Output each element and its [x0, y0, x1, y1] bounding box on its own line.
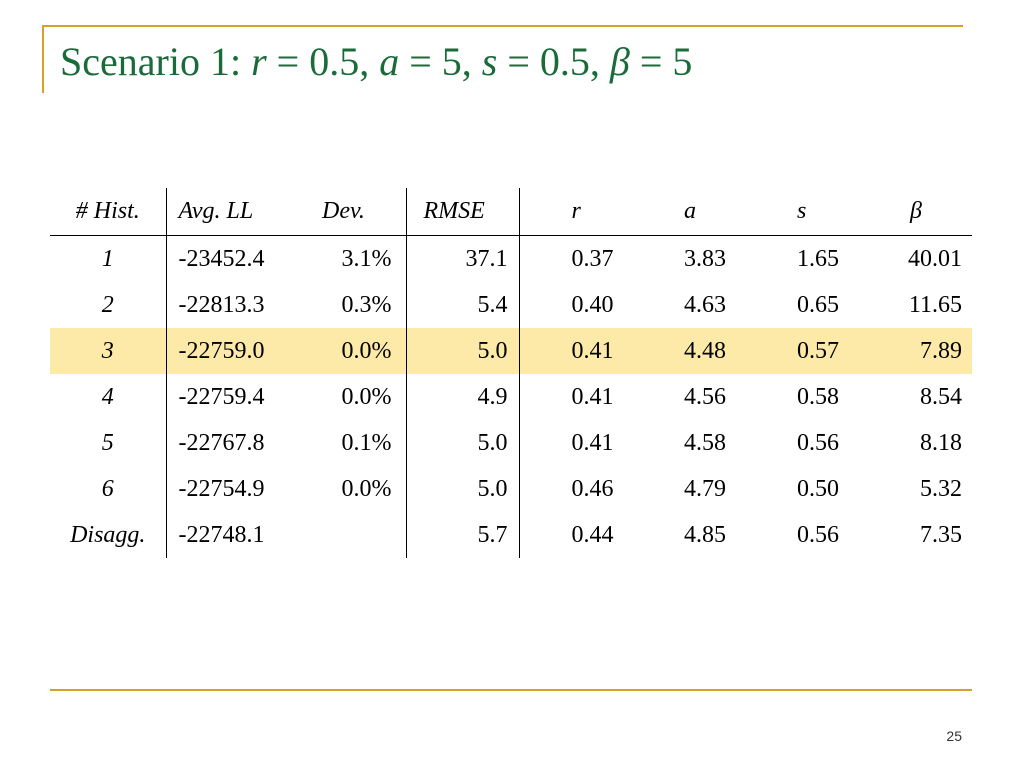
column-header: β — [910, 198, 922, 224]
table-cell: 40.01 — [908, 245, 962, 272]
column-header: Avg. LL — [178, 198, 254, 224]
table-cell: 4.58 — [684, 429, 726, 456]
table-cell: 0.41 — [571, 429, 614, 456]
column-header: # Hist. — [50, 188, 167, 236]
table-cell: 5.0 — [406, 328, 520, 374]
table-cell: 0.37 — [571, 245, 614, 272]
table-cell: 4.9 — [406, 374, 520, 420]
table-cell: 8.18 — [920, 429, 962, 456]
table-cell: 5.7 — [406, 512, 520, 558]
empty-cell — [298, 512, 407, 558]
table-cell: 7.35 — [920, 521, 962, 548]
table-cell: 3.83 — [684, 245, 726, 272]
table-cell: 0.44 — [571, 521, 614, 548]
title-part: = 5 — [629, 39, 693, 84]
table-cell: 7.89 — [858, 328, 972, 374]
table-cell: -22748.1 — [178, 521, 265, 548]
column-header: r — [571, 198, 581, 224]
table-cell: 5.4 — [406, 282, 520, 328]
table-cell: 0.41 — [571, 383, 614, 410]
title-part: = 0.5, — [497, 39, 610, 84]
table-cell: 1.65 — [797, 245, 839, 272]
title-part: = 5, — [399, 39, 482, 84]
column-header: RMSE — [406, 188, 520, 236]
table-row: Disagg. -22748.1 5.7 0.44 4.85 0.56 7.35 — [50, 512, 972, 558]
page-number: 25 — [946, 728, 962, 744]
title-part: a — [379, 39, 400, 84]
table-cell: 5.0 — [406, 420, 520, 466]
column-header: a — [684, 198, 696, 224]
table-cell: 0.65 — [797, 291, 839, 318]
table-row: 4 -22759.4 0.0% 4.9 0.41 4.56 0.58 8.54 — [50, 374, 972, 420]
table-cell: -22759.4 — [178, 383, 265, 410]
table-cell: 4.85 — [684, 521, 726, 548]
bottom-rule — [50, 689, 972, 691]
table-cell: 5.0 — [406, 466, 520, 512]
table-cell: 0.41 — [519, 328, 632, 374]
table-cell: 0.0% — [298, 328, 407, 374]
table-cell: 4.48 — [632, 328, 745, 374]
table-cell: 3.1% — [298, 235, 407, 282]
left-rule — [42, 25, 44, 93]
table-cell: 0.0% — [298, 466, 407, 512]
table-cell: -22767.8 — [178, 429, 265, 456]
table-cell: -22754.9 — [178, 475, 265, 502]
table-cell: 5.32 — [920, 475, 962, 502]
table-cell: 3 — [50, 328, 167, 374]
table-cell: Disagg. — [50, 512, 167, 558]
table-cell: 5 — [50, 420, 167, 466]
table-row: 1 -23452.4 3.1% 37.1 0.37 3.83 1.65 40.01 — [50, 235, 972, 282]
table-cell: 0.50 — [797, 475, 839, 502]
title-part: s — [481, 39, 498, 84]
table-cell: -22813.3 — [178, 291, 265, 318]
table-cell: 0.40 — [571, 291, 614, 318]
top-rule — [42, 25, 963, 27]
table-row: 3 -22759.0 0.0% 5.0 0.41 4.48 0.57 7.89 — [50, 328, 972, 374]
table-cell: 6 — [50, 466, 167, 512]
table-cell: 4.79 — [684, 475, 726, 502]
table-cell: 0.56 — [797, 521, 839, 548]
table-cell: 0.57 — [745, 328, 858, 374]
column-header: s — [797, 198, 807, 224]
table-row: 2 -22813.3 0.3% 5.4 0.40 4.63 0.65 11.65 — [50, 282, 972, 328]
table-cell: 4 — [50, 374, 167, 420]
title-part: Scenario 1: — [60, 39, 252, 84]
table-cell: 11.65 — [908, 291, 962, 318]
title-part: = 0.5, — [266, 39, 380, 84]
table-cell: 1 — [50, 235, 167, 282]
table-cell: 37.1 — [406, 235, 520, 282]
table-cell: -22759.0 — [166, 328, 298, 374]
table-cell: 8.54 — [920, 383, 962, 410]
table-cell: 0.1% — [298, 420, 407, 466]
slide-title: Scenario 1: r = 0.5, a = 5, s = 0.5, β =… — [60, 38, 692, 85]
table-cell: 4.63 — [684, 291, 726, 318]
table-cell: 0.0% — [298, 374, 407, 420]
table-row: 6 -22754.9 0.0% 5.0 0.46 4.79 0.50 5.32 — [50, 466, 972, 512]
table-cell: 0.58 — [797, 383, 839, 410]
table-cell: 0.56 — [797, 429, 839, 456]
table-cell: 4.56 — [684, 383, 726, 410]
header-row: # Hist. Avg. LL Dev. RMSE r a s β — [50, 188, 972, 236]
results-table: # Hist. Avg. LL Dev. RMSE r a s β 1 -23452.4 3.1%… — [50, 188, 972, 558]
table-cell: -23452.4 — [178, 245, 265, 272]
table-cell: 0.46 — [571, 475, 614, 502]
table-body: 1 -23452.4 3.1% 37.1 0.37 3.83 1.65 40.01 2 -2281… — [50, 235, 972, 558]
table-cell: 2 — [50, 282, 167, 328]
table-cell: 0.3% — [298, 282, 407, 328]
table-row: 5 -22767.8 0.1% 5.0 0.41 4.58 0.56 8.18 — [50, 420, 972, 466]
title-part: r — [251, 39, 267, 84]
title-part: β — [609, 39, 630, 84]
column-header: Dev. — [298, 188, 407, 236]
